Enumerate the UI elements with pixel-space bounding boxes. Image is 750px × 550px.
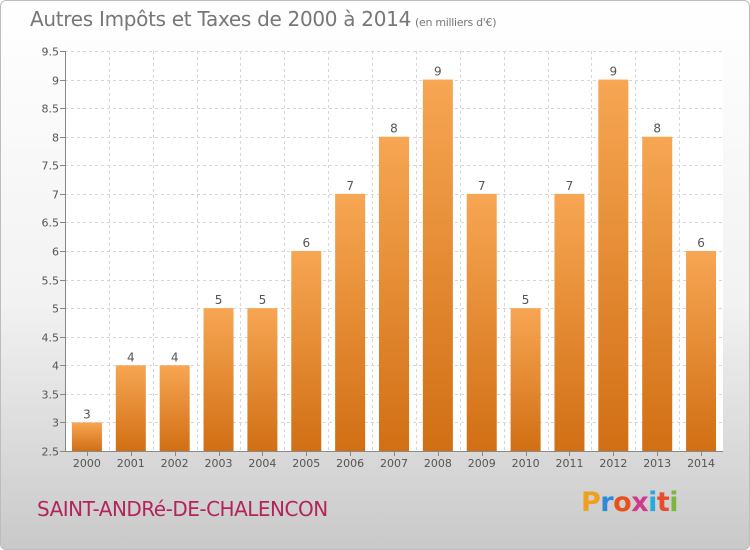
x-tick-label: 2011 [555, 457, 583, 470]
logo-letter: o [613, 487, 632, 518]
bar [115, 365, 146, 451]
bar-value-label: 5 [522, 293, 530, 307]
bar-value-label: 9 [434, 65, 442, 79]
bars [71, 79, 717, 452]
axes [60, 51, 723, 456]
bar-value-label: 5 [215, 293, 223, 307]
bar [71, 422, 102, 451]
bar-value-label: 4 [171, 350, 179, 364]
x-tick-label: 2009 [468, 457, 496, 470]
x-tick-label: 2005 [292, 457, 320, 470]
bar [510, 308, 541, 451]
x-tick-label: 2006 [336, 457, 364, 470]
bar [203, 308, 234, 451]
y-tick-label: 5 [52, 303, 59, 316]
x-tick-label: 2004 [248, 457, 276, 470]
logo-letter: P [581, 487, 601, 518]
x-tick-label: 2010 [512, 457, 540, 470]
logo-letter: i [669, 487, 679, 518]
bar-value-label: 9 [610, 65, 618, 79]
bar [247, 308, 278, 451]
bar [554, 193, 585, 451]
x-tick-label: 2003 [205, 457, 233, 470]
bar [422, 79, 453, 452]
bar [686, 251, 717, 451]
x-tick-label: 2013 [643, 457, 671, 470]
y-tick-label: 8.5 [42, 103, 60, 116]
bar-value-label: 7 [346, 179, 354, 193]
bar-value-label: 4 [127, 350, 135, 364]
chart-unit: (en milliers d'€) [415, 16, 497, 29]
logo-letter: x [631, 487, 649, 518]
labels: 2.5 3 3.5 4 4.5 5 5.5 6 6.5 7 7.5 8 8.5 9 9.5 3 2000 4 200… [42, 46, 716, 471]
bar [159, 365, 190, 451]
commune-name: SAINT-ANDRé-DE-CHALENCON [37, 497, 328, 521]
y-tick-label: 4.5 [42, 332, 60, 345]
x-tick-label: 2002 [161, 457, 189, 470]
logo-letter: t [656, 487, 670, 518]
y-tick-label: 9 [52, 75, 59, 88]
chart-title-text: Autres Impôts et Taxes de 2000 à 2014 [30, 7, 411, 31]
y-tick-label: 6.5 [42, 217, 60, 230]
y-tick-label: 3.5 [42, 389, 60, 402]
y-tick-label: 8 [52, 132, 59, 145]
y-tick-label: 2.5 [42, 446, 60, 459]
logo-letter: r [600, 487, 614, 518]
bar-value-label: 8 [390, 122, 398, 136]
bar [291, 251, 322, 451]
bar [335, 193, 366, 451]
y-tick-label: 4 [52, 360, 59, 373]
bar-value-label: 3 [83, 407, 91, 421]
bar [598, 79, 629, 452]
x-tick-label: 2001 [117, 457, 145, 470]
y-tick-label: 3 [52, 417, 59, 430]
y-tick-label: 6 [52, 246, 59, 259]
bar-value-label: 6 [697, 236, 705, 250]
x-tick-label: 2000 [73, 457, 101, 470]
chart-title: Autres Impôts et Taxes de 2000 à 2014 (en… [30, 7, 496, 31]
x-tick-label: 2007 [380, 457, 408, 470]
bar-value-label: 7 [566, 179, 574, 193]
y-tick-label: 7 [52, 189, 59, 202]
logo-letter: i [648, 487, 657, 518]
bar [379, 136, 409, 451]
bar-value-label: 8 [653, 122, 661, 136]
proxiti-logo: Proxiti [581, 487, 679, 518]
y-tick-label: 5.5 [42, 275, 60, 288]
x-tick-label: 2008 [424, 457, 452, 470]
bar-value-label: 6 [302, 236, 310, 250]
bar-value-label: 5 [259, 293, 267, 307]
bar [642, 136, 673, 451]
bar [466, 193, 497, 451]
y-tick-label: 7.5 [42, 160, 60, 173]
x-tick-label: 2012 [599, 457, 627, 470]
bar-value-label: 7 [478, 179, 486, 193]
y-tick-label: 9.5 [42, 46, 60, 59]
x-tick-label: 2014 [687, 457, 715, 470]
